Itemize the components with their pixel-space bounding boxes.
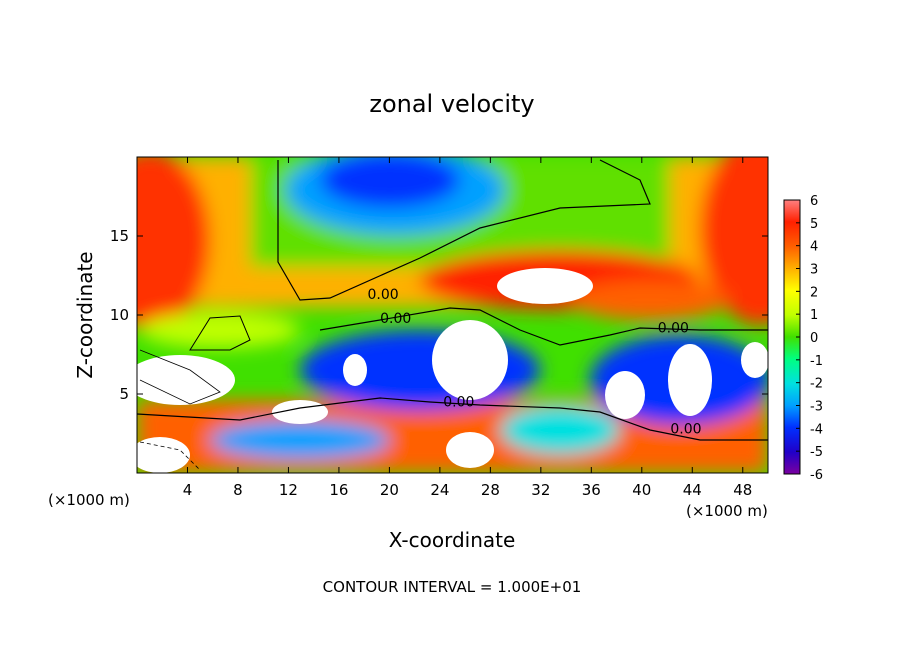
x-axis-unit-left: (×1000 m) bbox=[48, 491, 130, 509]
x-tick-label: 16 bbox=[329, 481, 348, 499]
colorbar-tick-label: -4 bbox=[810, 422, 823, 437]
colorbar-tick-label: -1 bbox=[810, 354, 823, 369]
x-tick-label: 48 bbox=[733, 481, 752, 499]
colorbar-tick-label: -3 bbox=[810, 400, 823, 415]
x-tick-label: 20 bbox=[380, 481, 399, 499]
contour-labels: 0.00 0.00 0.00 0.00 0.00 bbox=[368, 287, 702, 437]
contour-interval-note: CONTOUR INTERVAL = 1.000E+01 bbox=[323, 578, 582, 596]
x-axis-unit-right: (×1000 m) bbox=[686, 502, 768, 520]
x-tick-label: 12 bbox=[279, 481, 298, 499]
x-tick-label: 36 bbox=[582, 481, 601, 499]
x-axis-label: X-coordinate bbox=[389, 528, 516, 552]
x-tick-label: 8 bbox=[233, 481, 243, 499]
y-tick-label: 15 bbox=[110, 227, 129, 245]
x-axis: 4 8 12 16 20 24 28 32 36 40 44 48 bbox=[183, 157, 752, 499]
contour-label: 0.00 bbox=[443, 395, 474, 411]
heatmap-field bbox=[137, 157, 768, 473]
y-axis: 5 10 15 bbox=[110, 227, 768, 403]
contour-label: 0.00 bbox=[670, 422, 701, 438]
colorbar-tick-label: 2 bbox=[810, 285, 818, 300]
x-tick-label: 24 bbox=[430, 481, 449, 499]
x-tick-label: 40 bbox=[632, 481, 651, 499]
y-tick-label: 5 bbox=[119, 385, 129, 403]
contour-label: 0.00 bbox=[368, 287, 399, 303]
x-tick-label: 4 bbox=[183, 481, 193, 499]
colorbar-tick-label: 6 bbox=[810, 194, 818, 209]
colorbar-tick-label: -6 bbox=[810, 468, 823, 483]
x-tick-label: 44 bbox=[683, 481, 702, 499]
x-tick-label: 28 bbox=[481, 481, 500, 499]
chart-title: zonal velocity bbox=[369, 90, 534, 118]
colorbar-tick-label: 1 bbox=[810, 308, 818, 323]
colorbar-tick-label: 4 bbox=[810, 240, 818, 255]
colorbar-tick-label: -5 bbox=[810, 445, 823, 460]
x-tick-label: 32 bbox=[531, 481, 550, 499]
colorbar-tick-label: 0 bbox=[810, 331, 818, 346]
contour-label: 0.00 bbox=[658, 320, 689, 336]
y-tick-label: 10 bbox=[110, 306, 129, 324]
contour-label: 0.00 bbox=[380, 311, 411, 327]
colorbar-tick-label: -2 bbox=[810, 377, 823, 392]
colorbar-ticks: 6 5 4 3 2 1 0 -1 -2 -3 -4 -5 -6 bbox=[796, 194, 823, 483]
colorbar-tick-label: 5 bbox=[810, 217, 818, 232]
y-axis-label: Z-coordinate bbox=[73, 251, 97, 378]
colorbar-tick-label: 3 bbox=[810, 263, 818, 278]
